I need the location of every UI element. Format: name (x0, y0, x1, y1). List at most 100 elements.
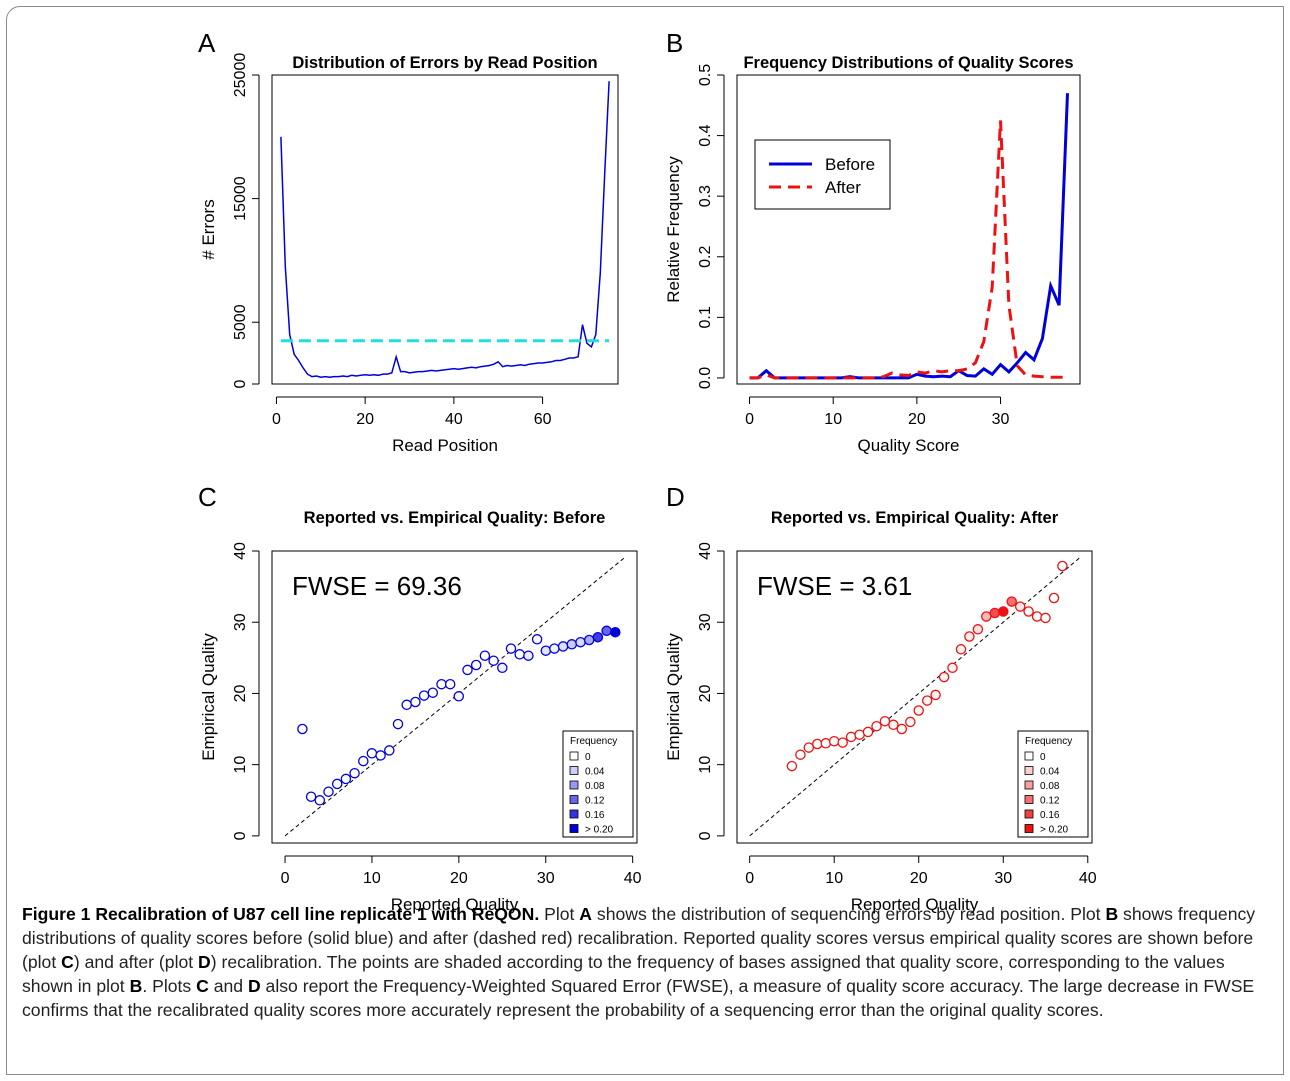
scatter-point (401, 699, 412, 711)
caption-ref-b2: B (129, 976, 143, 996)
scatter-point (340, 773, 352, 785)
scatter-point (366, 748, 378, 759)
legend-swatch (1024, 751, 1034, 761)
scatter-point (384, 745, 395, 756)
frequency-legend: Frequency 0 0.04 0.08 0.12 0.16 > 0.20 (562, 730, 634, 838)
scatter-point (930, 689, 941, 701)
caption-ref-d2: D (247, 976, 261, 996)
scatter-point (871, 720, 882, 732)
x-axis-label: Quality Score (857, 436, 959, 455)
y-tick-label: 0.3 (697, 185, 714, 207)
caption-ref-a: A (579, 904, 593, 924)
scatter-point (905, 716, 916, 728)
scatter-point (1048, 592, 1060, 604)
legend-swatch (569, 809, 579, 819)
scatter-point (837, 737, 848, 748)
x-tick-label: 0 (281, 870, 290, 887)
scatter-point (531, 634, 543, 645)
panel-b: 0 10 20 30 0.0 0.1 0.2 0.3 0.4 0.5 Quality Score Re… (664, 28, 1081, 455)
panel-c: 0 10 20 30 40 0 10 20 30 40 Reported Quality Empiri… (198, 482, 642, 914)
scatter-point (803, 742, 815, 753)
scatter-point (470, 659, 482, 671)
caption-text-6: . Plots (142, 976, 197, 996)
scatter-point (610, 626, 621, 638)
caption-ref-c: C (61, 952, 74, 972)
y-tick-label: 40 (232, 542, 249, 560)
legend-label: 0.12 (1040, 796, 1060, 807)
scatter-point (427, 687, 439, 698)
legend-swatch (1024, 795, 1034, 804)
panel-d: 0 10 20 30 40 0 10 20 30 40 Reported Quality Empiri… (664, 482, 1097, 914)
scatter-point (358, 755, 369, 767)
series-after-line (749, 120, 1068, 380)
scatter-point (505, 643, 517, 654)
x-tick-label: 40 (624, 870, 642, 887)
y-tick-label: 30 (697, 613, 714, 631)
scatter-point (998, 606, 1009, 617)
scatter-point (297, 723, 308, 735)
scatter-point (479, 650, 491, 661)
scatter-point (462, 664, 473, 676)
y-tick-label: 5000 (232, 304, 249, 340)
y-tick-label: 0 (232, 831, 249, 840)
x-tick-label: 10 (363, 870, 381, 887)
series-before-line (749, 93, 1069, 380)
scatter-point (1014, 601, 1026, 612)
scatter-point (453, 691, 465, 702)
scatter-point (549, 643, 560, 654)
scatter-point (1031, 611, 1043, 622)
scatter-point (786, 760, 798, 772)
panel-a: 0 20 40 60 0 5000 15000 25000 Read Position # Err… (198, 28, 619, 455)
fwse-annotation: FWSE = 69.36 (292, 571, 462, 601)
scatter-point (828, 735, 840, 747)
y-axis-label: Empirical Quality (199, 633, 218, 761)
legend-label: 0.12 (585, 796, 605, 807)
legend-label: 0.08 (1040, 781, 1060, 792)
x-tick-label: 0 (745, 870, 754, 887)
x-tick-label: 20 (450, 870, 468, 887)
legend-label: 0.08 (585, 781, 605, 792)
caption-text-7: and (208, 976, 248, 996)
legend-swatch (569, 766, 579, 775)
caption-text-4: ) and after (plot (73, 952, 199, 972)
scatter-point (444, 678, 456, 690)
y-tick-label: 0 (697, 831, 714, 840)
scatter-point (938, 671, 950, 683)
scatter-point (305, 791, 317, 802)
y-tick-label: 0.0 (697, 367, 714, 389)
legend-label-before: Before (825, 155, 875, 174)
caption-text-1: Plot (539, 904, 580, 924)
legend-label: 0.04 (1040, 767, 1060, 778)
scatter-point (331, 778, 343, 790)
caption-text-8: also report the Frequency-Weighted Squar… (22, 976, 1255, 1020)
legend-swatch (569, 824, 579, 833)
scatter-point (418, 690, 430, 701)
scatter-point (1057, 560, 1068, 572)
y-tick-label: 0.1 (697, 306, 714, 328)
x-tick-label: 0 (272, 411, 281, 428)
scatter-point (989, 607, 1001, 619)
caption-ref-b: B (1105, 904, 1119, 924)
caption-ref-d: D (198, 952, 211, 972)
caption-text-2: shows the distribution of sequencing err… (592, 904, 1106, 924)
panel-title: Frequency Distributions of Quality Score… (743, 54, 1073, 72)
scatter-point (392, 718, 404, 730)
scatter-point (947, 662, 958, 674)
x-tick-label: 0 (745, 411, 754, 428)
scatter-point (601, 625, 612, 637)
x-tick-label: 40 (445, 411, 463, 428)
legend-title: Frequency (570, 736, 617, 747)
scatter-point (896, 723, 908, 735)
x-tick-label: 60 (534, 411, 552, 428)
legend-box (754, 139, 891, 210)
x-axis-label: Read Position (392, 436, 498, 455)
figure-caption: Figure 1 Recalibration of U87 cell line … (22, 902, 1272, 1022)
legend-swatch (1024, 780, 1034, 790)
scatter-point (557, 641, 569, 652)
x-tick-label: 10 (824, 411, 842, 428)
x-tick-label: 30 (992, 411, 1010, 428)
panel-title: Reported vs. Empirical Quality: Before (304, 509, 606, 527)
caption-text-5: ) recalibration. The points are shaded a… (22, 952, 1225, 996)
legend-label-after: After (825, 178, 861, 197)
x-tick-label: 30 (537, 870, 555, 887)
